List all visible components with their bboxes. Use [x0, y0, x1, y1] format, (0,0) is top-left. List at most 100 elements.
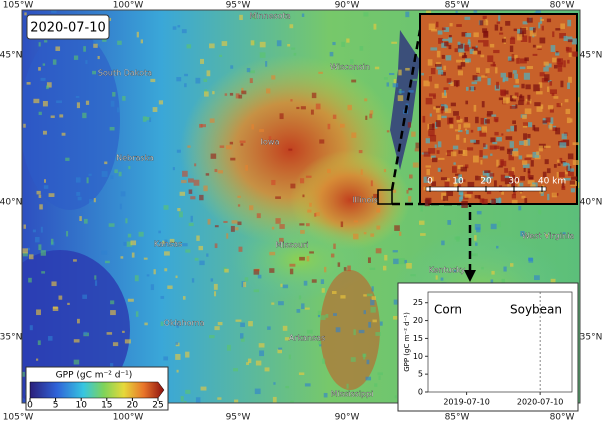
- texture: [421, 72, 424, 76]
- texture: [513, 189, 516, 196]
- texture: [437, 141, 442, 148]
- state-label: Missouri: [276, 241, 309, 250]
- texture: [517, 34, 523, 41]
- texture: [456, 116, 460, 120]
- texture: [398, 90, 405, 93]
- texture: [511, 193, 516, 199]
- texture: [483, 20, 489, 26]
- texture: [437, 157, 445, 160]
- texture: [289, 24, 294, 29]
- texture: [275, 196, 281, 199]
- texture: [442, 195, 449, 201]
- texture: [496, 21, 501, 24]
- texture: [180, 396, 184, 402]
- state-label: Wisconsin: [330, 63, 370, 72]
- texture: [493, 49, 500, 54]
- texture: [119, 203, 122, 210]
- texture: [567, 82, 570, 89]
- texture: [24, 12, 27, 16]
- texture: [199, 194, 204, 201]
- texture: [399, 231, 402, 236]
- texture: [494, 24, 499, 31]
- texture: [578, 97, 580, 103]
- texture: [210, 153, 217, 159]
- texture: [443, 27, 450, 32]
- latitude-label: 40°N: [580, 198, 602, 208]
- texture: [523, 139, 528, 146]
- texture: [172, 26, 177, 30]
- texture: [438, 37, 444, 44]
- texture: [448, 37, 453, 43]
- texture: [120, 256, 124, 259]
- state-label: South Dakota: [98, 69, 152, 78]
- texture: [27, 247, 31, 251]
- texture: [246, 362, 250, 366]
- texture: [522, 122, 528, 126]
- texture: [254, 388, 261, 395]
- texture: [527, 171, 531, 178]
- texture: [423, 80, 430, 87]
- texture: [146, 274, 150, 277]
- texture: [247, 358, 252, 364]
- texture: [73, 259, 77, 262]
- texture: [406, 262, 412, 269]
- texture: [267, 326, 271, 330]
- texture: [213, 291, 217, 297]
- texture: [515, 78, 519, 84]
- texture: [567, 169, 574, 177]
- state-label: Mississippi: [331, 390, 374, 399]
- texture: [163, 356, 169, 361]
- texture: [181, 29, 187, 34]
- texture: [89, 199, 93, 205]
- texture: [496, 159, 499, 167]
- texture: [350, 357, 356, 362]
- texture: [393, 315, 398, 320]
- texture: [521, 195, 526, 199]
- texture: [164, 239, 168, 246]
- texture: [298, 372, 305, 376]
- texture: [522, 160, 528, 165]
- texture: [175, 342, 179, 345]
- longitude-label: 80°W: [550, 413, 575, 423]
- texture: [403, 259, 407, 264]
- texture: [318, 340, 322, 345]
- texture: [441, 72, 446, 76]
- texture: [320, 315, 326, 320]
- texture: [474, 195, 481, 199]
- texture: [518, 205, 522, 211]
- texture: [524, 108, 532, 115]
- texture: [200, 58, 205, 64]
- texture: [85, 100, 90, 105]
- texture: [240, 333, 244, 339]
- texture: [379, 321, 383, 326]
- texture: [82, 112, 87, 119]
- texture: [188, 222, 194, 227]
- texture: [209, 43, 215, 49]
- texture: [320, 279, 325, 285]
- texture: [481, 266, 484, 270]
- texture: [467, 39, 471, 44]
- texture: [470, 129, 474, 133]
- texture: [463, 196, 469, 200]
- texture: [538, 145, 543, 152]
- texture: [511, 167, 515, 173]
- texture: [38, 42, 41, 47]
- texture: [408, 90, 414, 93]
- texture: [425, 197, 432, 204]
- texture: [278, 301, 284, 306]
- texture: [306, 256, 310, 262]
- texture: [428, 148, 436, 154]
- texture: [471, 81, 478, 85]
- texture: [446, 150, 454, 157]
- texture: [420, 205, 423, 212]
- texture: [112, 342, 119, 347]
- texture: [252, 13, 257, 20]
- texture: [258, 343, 265, 348]
- texture: [287, 44, 291, 47]
- texture: [520, 176, 526, 181]
- texture: [240, 143, 244, 146]
- texture: [386, 130, 390, 133]
- texture: [323, 392, 328, 398]
- texture: [467, 147, 474, 151]
- texture: [175, 275, 178, 279]
